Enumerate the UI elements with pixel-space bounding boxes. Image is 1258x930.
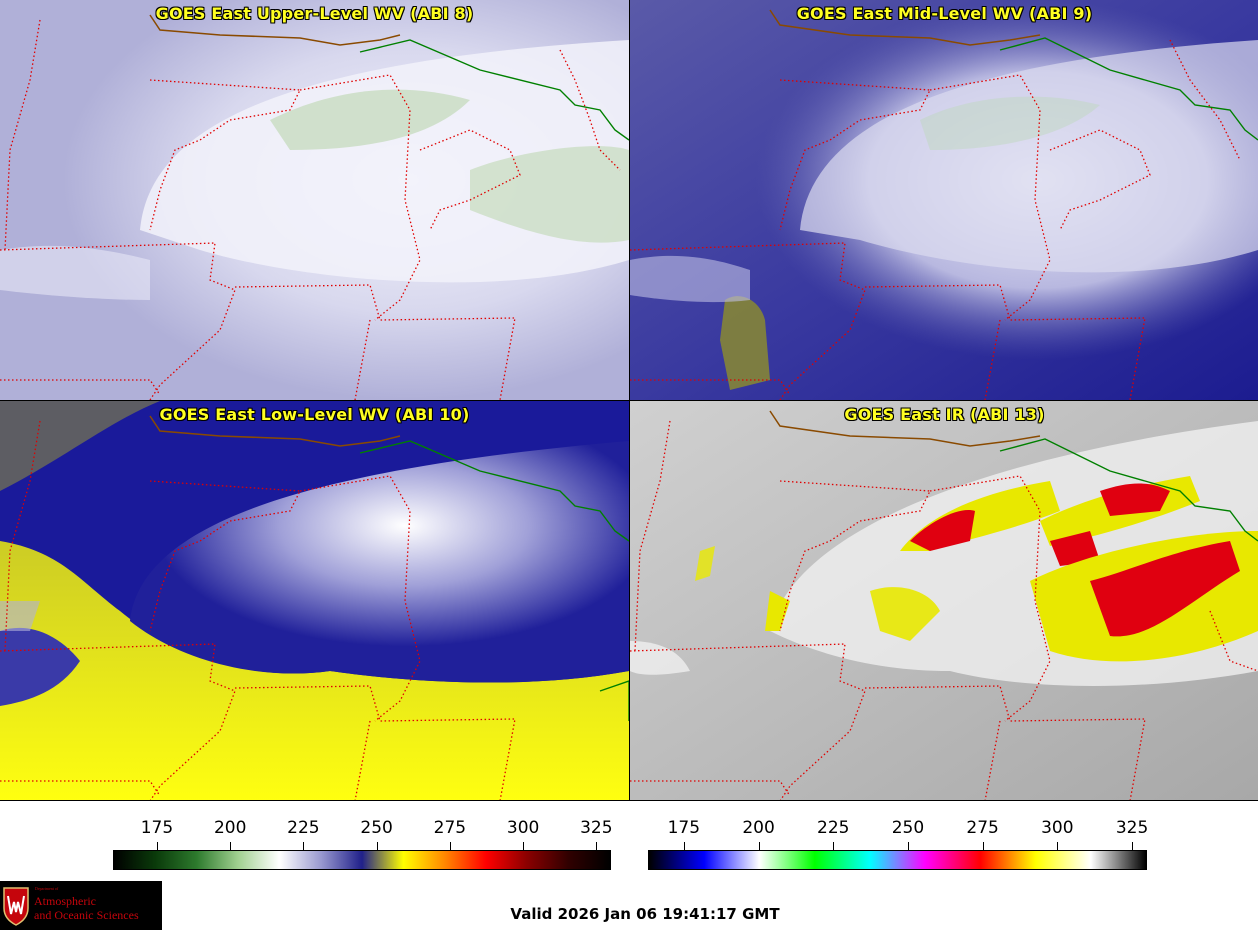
panel-mid-level-wv: GOES East Mid-Level WV (ABI 9) — [630, 0, 1258, 400]
colorbar-wv-tick-label: 300 — [506, 818, 540, 838]
colorbar-ir: 175 200 225 250 275 300 325 — [648, 818, 1148, 872]
colorbar-wv-tick-mark — [596, 842, 598, 850]
colorbar-ir-tick-label: 225 — [817, 818, 850, 838]
low-level-wv-image — [0, 401, 629, 801]
colorbar-ir-tick-mark — [683, 842, 685, 850]
colorbar-wv-tick-label: 325 — [580, 818, 613, 838]
colorbar-wv-tick-mark — [230, 842, 232, 850]
logo-line1: Atmospheric — [34, 894, 96, 908]
panel-title-upper: GOES East Upper-Level WV (ABI 8) — [155, 4, 474, 23]
panel-low-level-wv: GOES East Low-Level WV (ABI 10) — [0, 401, 630, 801]
colorbar-ir-tick-mark — [907, 842, 909, 850]
colorbar-ir-tick-mark — [758, 842, 760, 850]
colorbar-wv-tick-mark — [449, 842, 451, 850]
panel-title-mid: GOES East Mid-Level WV (ABI 9) — [796, 4, 1093, 23]
colorbar-wv-tick-label: 275 — [433, 818, 467, 838]
colorbar-ir-tick-label: 175 — [667, 818, 701, 838]
colorbar-wv: 175 200 225 250 275 300 325 — [113, 818, 613, 872]
colorbar-wv-tick-label: 175 — [140, 818, 174, 838]
colorbar-ir-tick-mark — [1132, 842, 1134, 850]
panel-title-low: GOES East Low-Level WV (ABI 10) — [159, 405, 470, 424]
logo-dept-text: Department of — [35, 886, 59, 891]
colorbar-ir-tick-mark — [1057, 842, 1059, 850]
colorbar-wv-tick-mark — [303, 842, 305, 850]
colorbar-ir-gradient — [648, 850, 1147, 870]
colorbar-ir-tick-label: 325 — [1115, 818, 1149, 838]
image-bottom-border — [0, 800, 1258, 801]
colorbar-ir-tick-label: 200 — [742, 818, 775, 838]
colorbar-ir-tick-label: 275 — [966, 818, 999, 838]
mid-level-wv-image — [630, 0, 1258, 400]
colorbar-wv-tick-label: 200 — [213, 818, 247, 838]
colorbar-wv-tick-mark — [156, 842, 158, 850]
upper-level-wv-image — [0, 0, 629, 400]
logo-line2: and Oceanic Sciences — [34, 908, 139, 922]
panel-title-ir: GOES East IR (ABI 13) — [844, 405, 1045, 424]
colorbar-wv-gradient — [113, 850, 611, 870]
panel-separator — [0, 400, 1258, 401]
valid-time: Valid 2026 Jan 06 19:41:17 GMT — [510, 905, 780, 923]
ir-image — [630, 401, 1258, 801]
aos-logo: Department of Atmospheric and Oceanic Sc… — [0, 881, 162, 930]
panel-upper-level-wv: GOES East Upper-Level WV (ABI 8) — [0, 0, 630, 400]
colorbar-wv-tick-label: 250 — [360, 818, 393, 838]
colorbar-ir-tick-label: 300 — [1041, 818, 1074, 838]
colorbar-ir-tick-mark — [833, 842, 835, 850]
colorbar-wv-tick-mark — [523, 842, 525, 850]
colorbar-ir-tick-label: 250 — [891, 818, 925, 838]
colorbar-wv-tick-mark — [376, 842, 378, 850]
colorbar-wv-tick-label: 225 — [287, 818, 320, 838]
uw-crest-icon — [3, 887, 29, 926]
colorbar-ir-tick-mark — [982, 842, 984, 850]
panel-ir: GOES East IR (ABI 13) — [630, 401, 1258, 801]
